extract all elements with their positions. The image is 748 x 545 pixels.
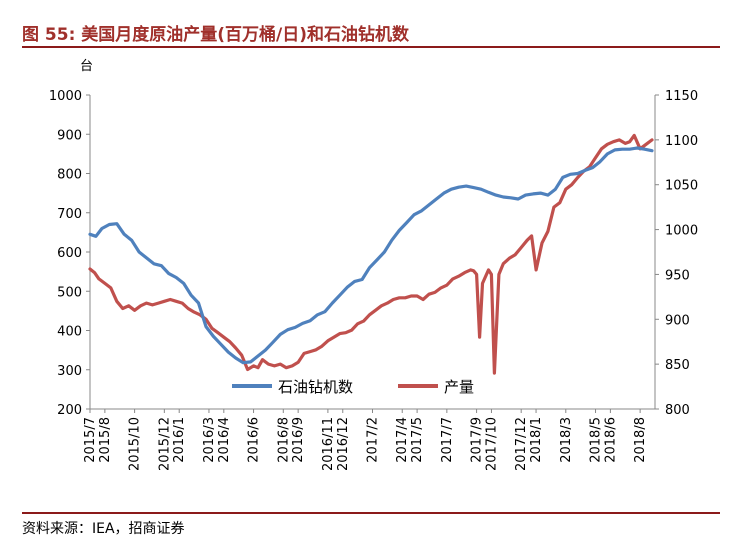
left-tick-label: 800 <box>57 168 82 183</box>
legend: 石油钻机数 产量 <box>232 378 474 396</box>
right-tick-label: 850 <box>665 358 690 373</box>
x-tick-label: 2017/12 <box>514 417 529 471</box>
x-tick-label: 2018/1 <box>529 417 544 463</box>
x-tick-label: 2016/4 <box>217 417 232 463</box>
x-tick-label: 2018/3 <box>559 417 574 463</box>
right-tick-label: 950 <box>665 268 690 283</box>
x-tick-label: 2018/8 <box>633 417 648 463</box>
right-tick-label: 1150 <box>665 89 698 104</box>
legend-label-rigs: 石油钻机数 <box>278 378 353 396</box>
series-line-rig-count <box>88 146 654 365</box>
right-tick-label: 800 <box>665 403 690 418</box>
x-tick-label: 2015/8 <box>98 417 113 463</box>
x-tick-label: 2015/12 <box>157 417 172 471</box>
footer-divider <box>22 512 720 514</box>
series-layer <box>88 133 654 375</box>
left-tick-label: 900 <box>57 128 82 143</box>
source-note: 资料来源：IEA，招商证券 <box>22 521 185 537</box>
left-tick-label: 400 <box>57 325 82 340</box>
x-tick-label: 2017/2 <box>366 417 381 463</box>
legend-label-production: 产量 <box>444 378 474 396</box>
right-tick-label: 1050 <box>665 179 698 194</box>
x-tick-label: 2017/7 <box>440 417 455 463</box>
left-axis-unit: 台 <box>80 59 93 74</box>
x-tick-label: 2015/7 <box>83 417 98 463</box>
x-tick-label: 2018/5 <box>589 417 604 463</box>
right-tick-label: 900 <box>665 313 690 328</box>
chart-axes: 200 300 400 500 600 700 800 900 1000 800 850 900 950… <box>49 89 698 471</box>
left-tick-label: 300 <box>57 364 82 379</box>
x-tick-label: 2016/8 <box>276 417 291 463</box>
x-tick-label: 2016/11 <box>321 417 336 471</box>
x-tick-label: 2016/9 <box>291 417 306 463</box>
x-tick-label: 2017/5 <box>410 417 425 463</box>
x-tick-label: 2017/10 <box>484 417 499 471</box>
x-tick-label: 2016/1 <box>172 417 187 463</box>
x-tick-label: 2017/4 <box>395 417 410 463</box>
x-tick-label: 2016/12 <box>336 417 351 471</box>
left-tick-label: 700 <box>57 207 82 222</box>
figure-title: 图 55: 美国月度原油产量(百万桶/日)和石油钻机数 <box>22 25 410 45</box>
left-tick-label: 1000 <box>49 89 82 104</box>
right-tick-label: 1000 <box>665 224 698 239</box>
title-divider <box>22 46 720 48</box>
x-tick-label: 2017/9 <box>470 417 485 463</box>
x-tick-label: 2018/6 <box>603 417 618 463</box>
x-tick-label: 2016/3 <box>202 417 217 463</box>
x-tick-label: 2016/6 <box>247 417 262 463</box>
x-tick-label: 2015/10 <box>128 417 143 471</box>
left-tick-label: 600 <box>57 246 82 261</box>
left-tick-label: 500 <box>57 285 82 300</box>
series-line-production <box>88 133 654 375</box>
left-tick-label: 200 <box>57 403 82 418</box>
right-tick-label: 1100 <box>665 134 698 149</box>
